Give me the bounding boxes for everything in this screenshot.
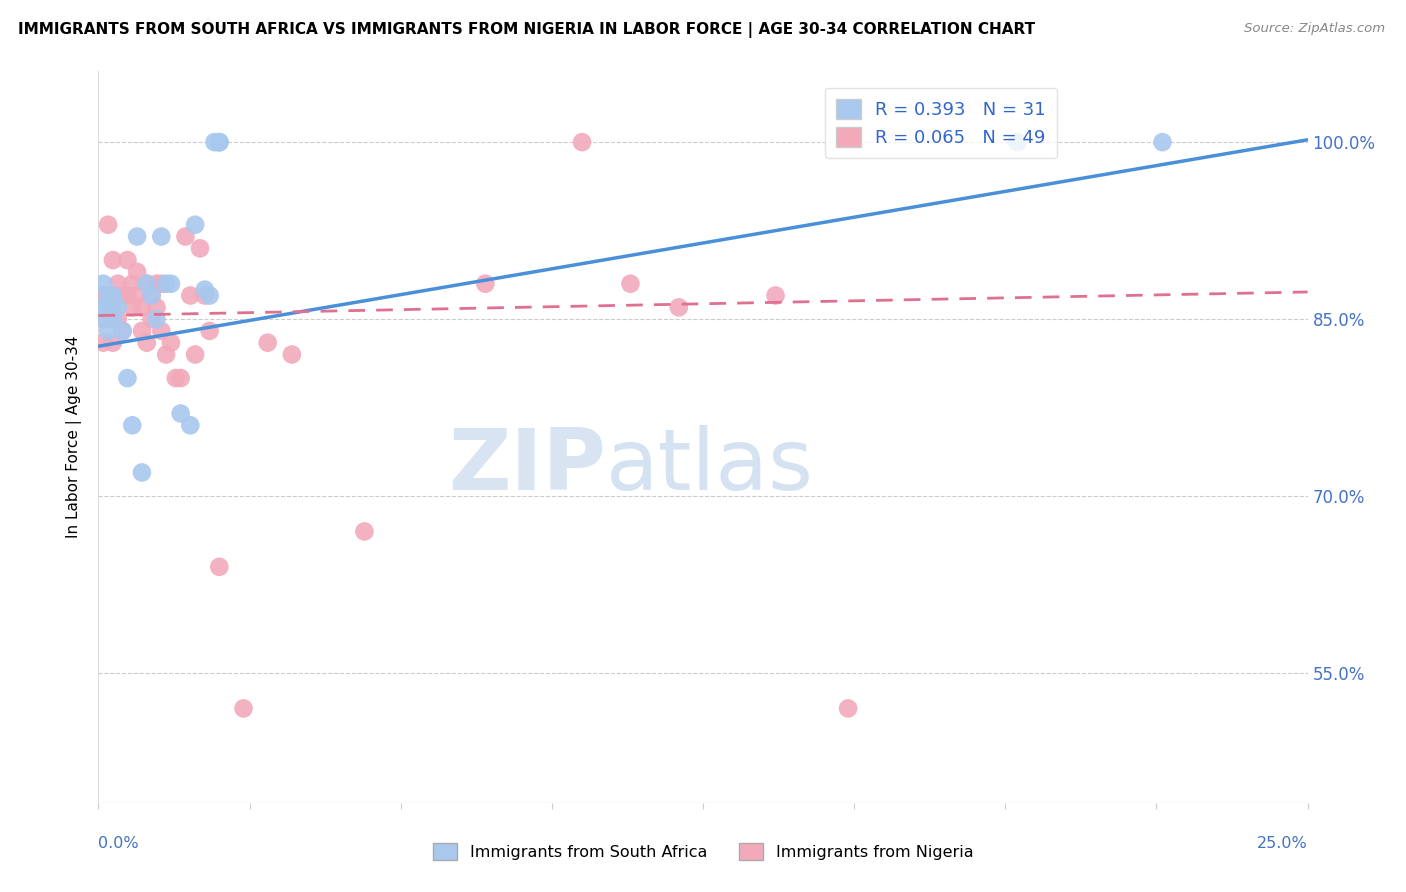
Point [353,524,375,539]
Text: atlas: atlas [606,425,814,508]
Point [165,371,187,385]
Point [127,265,149,279]
Point [141,312,163,326]
Point [150,229,173,244]
Point [145,277,167,291]
Point [117,288,139,302]
Point [1007,135,1029,149]
Point [668,301,690,315]
Point [101,288,124,302]
Point [150,277,173,291]
Point [107,301,129,315]
Point [101,253,124,268]
Point [208,135,231,149]
Point [474,277,496,291]
Point [111,288,134,302]
Point [135,277,157,291]
Point [97,218,120,232]
Point [127,288,149,302]
Point [179,288,201,302]
Text: 25.0%: 25.0% [1257,836,1308,851]
Point [198,324,221,338]
Point [194,288,217,302]
Point [188,241,211,255]
Point [145,301,167,315]
Point [194,283,217,297]
Point [91,301,114,315]
Point [174,229,197,244]
Point [160,335,183,350]
Point [101,335,124,350]
Point [121,301,143,315]
Y-axis label: In Labor Force | Age 30-34: In Labor Force | Age 30-34 [66,335,83,539]
Point [141,288,163,302]
Point [184,347,207,361]
Point [91,312,114,326]
Point [145,312,167,326]
Point [1152,135,1174,149]
Text: IMMIGRANTS FROM SOUTH AFRICA VS IMMIGRANTS FROM NIGERIA IN LABOR FORCE | AGE 30-: IMMIGRANTS FROM SOUTH AFRICA VS IMMIGRAN… [18,22,1035,38]
Point [117,253,139,268]
Point [91,288,114,302]
Point [97,288,120,302]
Point [101,312,124,326]
Point [765,288,787,302]
Point [117,371,139,385]
Point [121,277,143,291]
Point [571,135,593,149]
Point [232,701,254,715]
Point [160,277,183,291]
Point [107,312,129,326]
Text: Source: ZipAtlas.com: Source: ZipAtlas.com [1244,22,1385,36]
Point [111,324,134,338]
Point [281,347,304,361]
Point [131,466,153,480]
Point [101,301,124,315]
Point [208,135,231,149]
Point [208,135,231,149]
Point [91,335,114,350]
Legend: R = 0.393   N = 31, R = 0.065   N = 49: R = 0.393 N = 31, R = 0.065 N = 49 [825,87,1057,158]
Point [208,559,231,574]
Point [127,229,149,244]
Point [155,277,177,291]
Point [204,135,226,149]
Point [619,277,641,291]
Point [256,335,278,350]
Point [97,288,120,302]
Point [135,277,157,291]
Point [91,312,114,326]
Point [97,301,120,315]
Point [91,277,114,291]
Point [131,301,153,315]
Point [837,701,859,715]
Text: 0.0%: 0.0% [98,836,139,851]
Point [111,324,134,338]
Point [169,407,191,421]
Point [135,335,157,350]
Point [155,347,177,361]
Point [121,418,143,433]
Point [184,218,207,232]
Legend: Immigrants from South Africa, Immigrants from Nigeria: Immigrants from South Africa, Immigrants… [426,837,980,866]
Point [107,277,129,291]
Text: ZIP: ZIP [449,425,606,508]
Point [169,371,191,385]
Point [150,324,173,338]
Point [141,288,163,302]
Point [131,324,153,338]
Point [179,418,201,433]
Point [198,288,221,302]
Point [97,324,120,338]
